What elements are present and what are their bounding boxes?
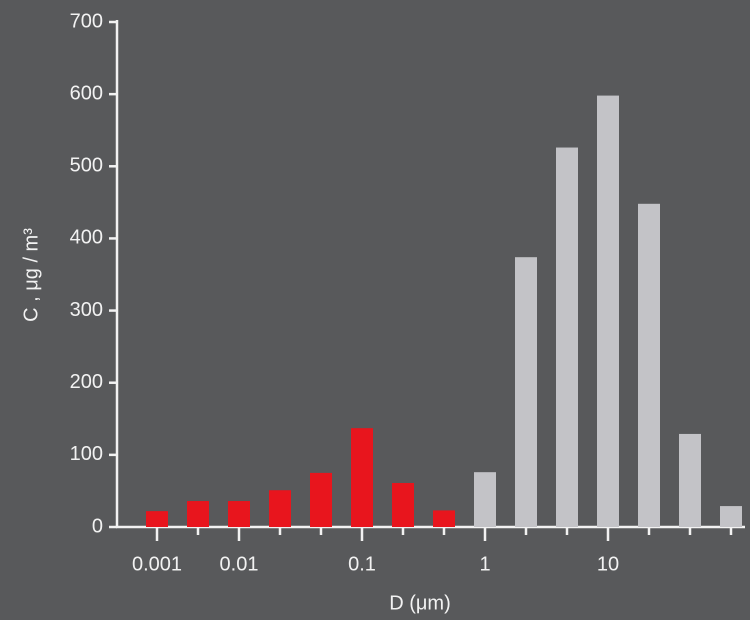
bar <box>392 482 414 527</box>
y-axis-label: C , μg / m³ <box>20 228 42 322</box>
bar <box>474 472 496 527</box>
bar <box>269 490 291 527</box>
bar <box>720 506 742 527</box>
x-tick-label: 0.001 <box>132 553 182 575</box>
y-tick-label: 600 <box>70 82 103 104</box>
bar <box>351 428 373 527</box>
bar <box>679 433 701 527</box>
bar <box>638 203 660 528</box>
y-tick-label: 400 <box>70 227 103 249</box>
x-tick-label: 0.01 <box>220 553 259 575</box>
x-tick-label: 0.1 <box>348 553 376 575</box>
y-tick-label: 700 <box>70 10 103 32</box>
x-tick-label: 10 <box>597 553 619 575</box>
bar <box>597 95 619 527</box>
y-tick-label: 0 <box>92 515 103 537</box>
y-tick-label: 200 <box>70 371 103 393</box>
bar <box>433 510 455 527</box>
x-axis-label: D (μm) <box>389 592 451 614</box>
y-tick-label: 500 <box>70 155 103 177</box>
x-tick-label: 1 <box>479 553 490 575</box>
bar <box>146 511 168 527</box>
bar <box>556 147 578 527</box>
bar <box>515 257 537 527</box>
bar <box>187 501 209 527</box>
bar <box>310 472 332 527</box>
y-tick-label: 100 <box>70 443 103 465</box>
bar <box>228 501 250 527</box>
y-tick-label: 300 <box>70 299 103 321</box>
